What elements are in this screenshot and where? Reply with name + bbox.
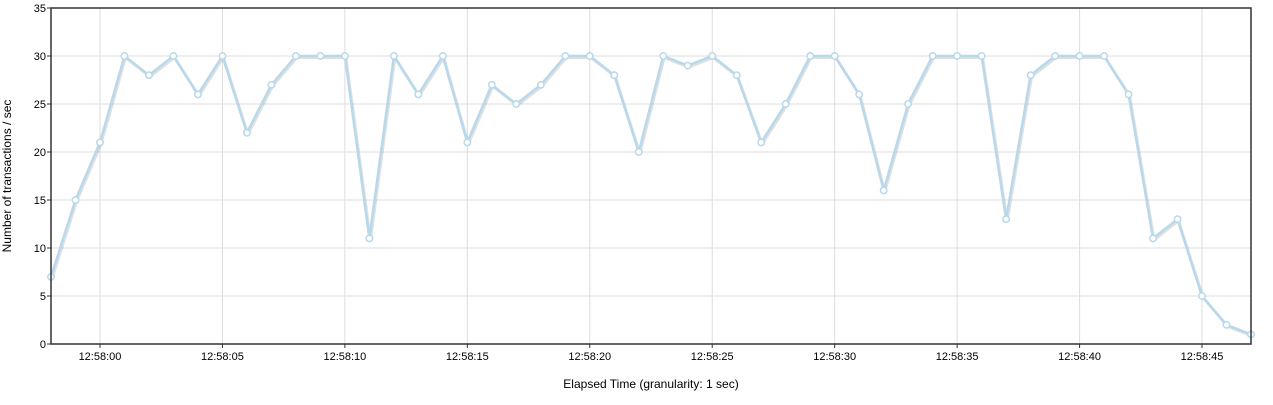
data-point[interactable] bbox=[1198, 292, 1206, 300]
data-point[interactable] bbox=[193, 90, 202, 99]
data-point[interactable] bbox=[71, 196, 80, 204]
x-tick-label: 12:58:40 bbox=[1058, 351, 1101, 363]
x-tick-label: 12:58:10 bbox=[323, 351, 366, 363]
data-point[interactable] bbox=[365, 234, 374, 243]
data-point[interactable] bbox=[1149, 234, 1157, 243]
data-point[interactable] bbox=[683, 61, 692, 70]
series-layer bbox=[47, 52, 1255, 339]
x-tick-label: 12:58:45 bbox=[1181, 351, 1224, 363]
data-point[interactable] bbox=[1075, 52, 1084, 60]
data-point[interactable] bbox=[855, 90, 864, 99]
data-point[interactable] bbox=[904, 100, 913, 108]
y-tick-label: 0 bbox=[40, 339, 46, 351]
x-axis-title: Elapsed Time (granularity: 1 sec) bbox=[563, 377, 738, 391]
data-point[interactable] bbox=[340, 52, 349, 60]
y-tick-label: 10 bbox=[34, 243, 46, 255]
y-tick-label: 15 bbox=[34, 195, 46, 207]
data-point[interactable] bbox=[806, 52, 815, 60]
data-point[interactable] bbox=[487, 80, 496, 89]
data-point[interactable] bbox=[291, 52, 300, 60]
data-point[interactable] bbox=[953, 52, 962, 60]
data-point[interactable] bbox=[708, 52, 717, 60]
data-point[interactable] bbox=[316, 52, 325, 60]
x-tick-label: 12:58:00 bbox=[79, 351, 122, 363]
y-tick-label: 35 bbox=[34, 3, 46, 15]
data-point[interactable] bbox=[830, 52, 839, 60]
series-line bbox=[49, 54, 1252, 336]
data-point[interactable] bbox=[1100, 52, 1109, 60]
y-tick-label: 30 bbox=[34, 51, 46, 63]
data-point[interactable] bbox=[414, 90, 423, 99]
plot-frame bbox=[50, 7, 1252, 345]
data-point[interactable] bbox=[977, 52, 986, 60]
x-tick-label: 12:58:25 bbox=[691, 351, 734, 363]
x-tick-label: 12:58:35 bbox=[936, 351, 979, 363]
data-point[interactable] bbox=[96, 138, 104, 147]
data-point[interactable] bbox=[512, 100, 521, 108]
data-point[interactable] bbox=[389, 52, 398, 60]
data-point[interactable] bbox=[1051, 52, 1060, 60]
data-point[interactable] bbox=[879, 186, 888, 195]
data-point[interactable] bbox=[1173, 215, 1182, 224]
y-tick-label: 25 bbox=[34, 99, 46, 111]
x-axis-ticks: 12:58:00 12:58:05 12:58:10 12:58:15 12:58:20… bbox=[79, 344, 1224, 363]
data-point[interactable] bbox=[610, 71, 619, 80]
data-point[interactable] bbox=[120, 52, 129, 60]
data-point[interactable] bbox=[1002, 215, 1011, 224]
data-point[interactable] bbox=[242, 128, 251, 137]
data-point[interactable] bbox=[1222, 320, 1231, 329]
data-point[interactable] bbox=[1124, 90, 1133, 99]
y-axis-title: Number of transactions / sec bbox=[0, 100, 14, 253]
data-point[interactable] bbox=[145, 71, 153, 80]
data-point[interactable] bbox=[757, 138, 766, 147]
data-point[interactable] bbox=[1026, 71, 1035, 80]
data-point[interactable] bbox=[218, 52, 227, 60]
data-point[interactable] bbox=[732, 71, 741, 80]
data-point[interactable] bbox=[659, 52, 668, 60]
series-line-shadow bbox=[50, 56, 1253, 338]
y-tick-label: 5 bbox=[40, 291, 46, 303]
data-point[interactable] bbox=[928, 52, 937, 60]
x-tick-label: 12:58:15 bbox=[446, 351, 489, 363]
data-point[interactable] bbox=[536, 80, 545, 89]
data-point[interactable] bbox=[169, 52, 178, 60]
data-point[interactable] bbox=[585, 52, 594, 60]
data-point[interactable] bbox=[634, 148, 643, 156]
data-point[interactable] bbox=[781, 100, 790, 108]
data-point[interactable] bbox=[267, 80, 276, 89]
data-point[interactable] bbox=[438, 52, 447, 60]
x-tick-label: 12:58:20 bbox=[568, 351, 611, 363]
x-tick-label: 12:58:05 bbox=[201, 351, 244, 363]
data-point[interactable] bbox=[463, 138, 472, 147]
y-tick-label: 20 bbox=[34, 147, 46, 159]
y-axis-ticks: 0 5 10 15 20 25 30 35 bbox=[34, 3, 51, 351]
x-tick-label: 12:58:30 bbox=[813, 351, 856, 363]
data-point[interactable] bbox=[561, 52, 570, 60]
